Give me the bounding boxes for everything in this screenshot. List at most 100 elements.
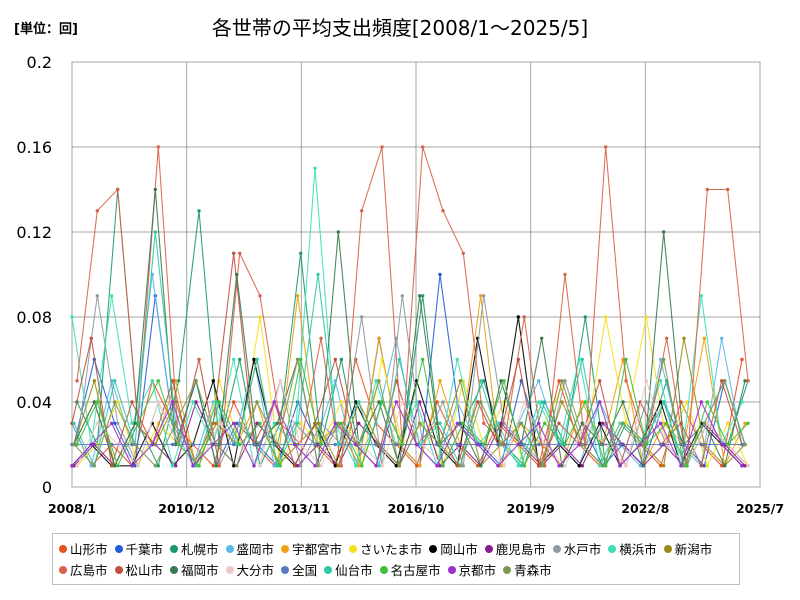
data-point: [418, 400, 422, 404]
data-point: [354, 464, 358, 468]
data-point: [557, 464, 561, 468]
data-point: [116, 187, 120, 192]
legend-item: 盛岡市: [225, 538, 274, 559]
data-point: [357, 464, 361, 468]
data-point: [89, 442, 94, 447]
x-tick-label: 2019/9: [507, 501, 555, 516]
data-point: [316, 421, 320, 425]
data-point: [339, 400, 343, 404]
legend-item: 福岡市: [170, 559, 219, 580]
data-point: [421, 357, 425, 362]
data-point: [255, 421, 259, 425]
legend-swatch: [170, 565, 179, 574]
data-point: [113, 379, 117, 383]
data-point: [601, 464, 605, 468]
data-point: [699, 400, 703, 404]
data-point: [743, 421, 747, 425]
y-tick-label: 0.08: [16, 308, 52, 327]
data-point: [296, 464, 300, 468]
data-point: [130, 421, 134, 425]
data-point: [171, 400, 175, 404]
data-point: [177, 442, 181, 447]
data-point: [156, 464, 160, 468]
data-point: [543, 421, 547, 425]
data-point: [150, 442, 154, 447]
data-point: [72, 442, 76, 447]
legend-item: 広島市: [59, 559, 108, 580]
data-point: [380, 400, 384, 404]
data-point: [258, 421, 262, 425]
legend-item: 全国: [281, 559, 317, 580]
data-point: [336, 230, 340, 234]
data-point: [394, 464, 398, 468]
data-point: [394, 400, 398, 404]
data-point: [360, 315, 364, 319]
data-point: [577, 464, 581, 468]
legend-label: 宇都宮市: [292, 542, 343, 557]
data-point: [720, 336, 724, 340]
data-point: [641, 464, 645, 468]
data-point: [380, 464, 384, 468]
legend-item: 松山市: [114, 559, 164, 580]
data-point: [357, 442, 361, 447]
data-point: [116, 421, 120, 425]
data-point: [455, 442, 459, 447]
data-point: [171, 464, 175, 468]
data-point: [400, 294, 404, 298]
data-point: [174, 464, 178, 468]
x-tick-label: 2008/1: [48, 501, 96, 516]
data-point: [577, 357, 581, 362]
data-point: [293, 442, 297, 447]
data-point: [496, 464, 500, 468]
data-point: [211, 464, 215, 468]
data-point: [333, 421, 337, 425]
data-point: [333, 442, 337, 447]
data-point: [441, 209, 445, 213]
data-point: [499, 379, 503, 383]
data-point: [116, 400, 120, 404]
data-point: [726, 442, 730, 447]
data-point: [624, 357, 628, 362]
data-point: [705, 464, 709, 468]
data-point: [522, 400, 526, 404]
data-point: [662, 230, 666, 234]
data-point: [618, 464, 622, 468]
data-point: [496, 421, 500, 425]
unit-label: [単位：回]: [14, 22, 78, 37]
data-point: [685, 400, 689, 404]
data-point: [217, 464, 221, 468]
data-point: [275, 442, 279, 447]
data-point: [522, 464, 526, 468]
data-point: [522, 315, 526, 319]
data-point: [537, 421, 541, 425]
data-point: [400, 400, 404, 404]
data-point: [502, 379, 506, 383]
data-point: [746, 464, 750, 468]
data-point: [604, 315, 608, 319]
legend-swatch: [663, 544, 672, 553]
legend-swatch: [484, 544, 493, 553]
data-point: [621, 421, 625, 425]
data-point: [679, 464, 683, 468]
data-point: [461, 464, 465, 468]
data-point: [153, 187, 157, 192]
legend-swatch: [552, 544, 561, 553]
legend-swatch: [429, 544, 438, 553]
data-point: [130, 464, 134, 468]
data-point: [516, 357, 520, 362]
data-point: [435, 442, 439, 447]
data-point: [75, 464, 79, 468]
legend-item: 水戸市: [552, 538, 601, 559]
data-point: [232, 357, 236, 362]
data-point: [92, 379, 97, 383]
data-point: [275, 421, 279, 425]
data-point: [418, 421, 422, 425]
data-point: [191, 464, 195, 468]
data-point: [418, 294, 422, 298]
data-point: [92, 464, 97, 468]
data-point: [702, 336, 706, 340]
legend-swatch: [170, 544, 179, 553]
data-point: [746, 379, 750, 383]
legend-label: 松山市: [125, 563, 164, 578]
legend-label: 鹿児島市: [495, 542, 546, 557]
